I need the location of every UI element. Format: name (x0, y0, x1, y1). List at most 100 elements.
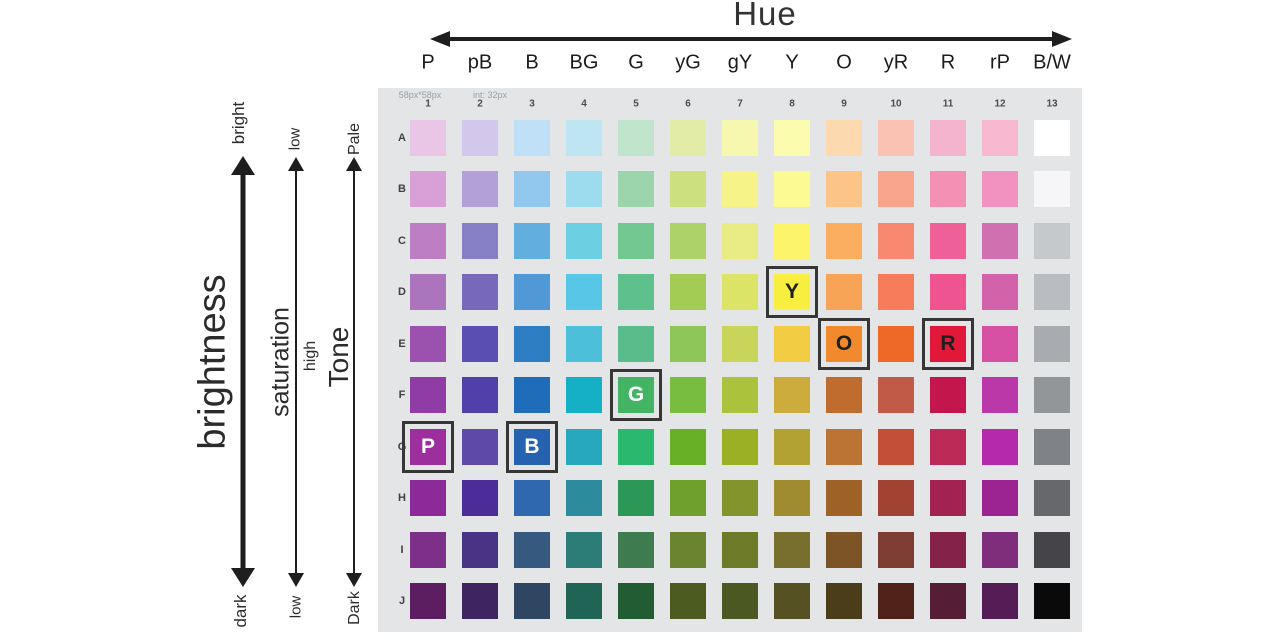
hue-column-label-yG: yG (675, 51, 701, 74)
column-number-10: 10 (890, 98, 902, 110)
highlight-letter-B: B (524, 434, 540, 458)
brightness-top-label: bright (229, 101, 248, 145)
swatch-C10 (878, 222, 914, 259)
swatch-F7 (722, 377, 758, 414)
swatch-C12 (982, 222, 1018, 259)
swatch-F8 (774, 377, 810, 414)
swatch-I9 (826, 531, 862, 568)
highlighted-swatch-P: P (402, 420, 454, 473)
swatch-F5 (618, 377, 654, 414)
brightness-double-arrow (230, 156, 256, 587)
column-number-8: 8 (789, 98, 795, 110)
hue-column-label-B: B (525, 51, 539, 74)
swatch-I8 (774, 531, 810, 568)
swatch-J4 (566, 583, 602, 620)
swatch-C7 (722, 222, 758, 259)
swatch-B8 (774, 171, 810, 208)
swatch-D10 (878, 274, 914, 311)
column-number-13: 13 (1046, 98, 1058, 110)
swatch-E2 (462, 325, 498, 362)
swatch-H11 (930, 480, 966, 517)
swatch-B12 (982, 171, 1018, 208)
swatch-H13 (1034, 480, 1070, 517)
highlighted-swatch-Y: Y (766, 266, 818, 319)
brightness-arrow-shaft (240, 168, 246, 575)
column-number-2: 2 (477, 98, 483, 110)
swatch-I1 (410, 531, 446, 568)
row-letter-F: F (398, 389, 406, 402)
swatch-J5 (618, 583, 654, 620)
swatch-C8 (774, 222, 810, 259)
swatch-G8 (774, 428, 810, 465)
swatch-I12 (982, 531, 1018, 568)
swatch-A4 (566, 120, 602, 156)
swatch-G12 (982, 428, 1018, 465)
row-letter-D: D (398, 286, 406, 299)
swatch-C9 (826, 222, 862, 259)
swatch-E10 (878, 325, 914, 362)
swatch-A5 (618, 120, 654, 156)
swatch-A1 (410, 120, 446, 156)
swatch-B4 (566, 171, 602, 208)
row-letter-I: I (400, 543, 404, 556)
swatch-G11 (930, 428, 966, 465)
swatch-J12 (982, 583, 1018, 620)
swatch-E9 (826, 325, 862, 362)
swatch-D5 (618, 274, 654, 311)
swatch-D1 (410, 274, 446, 311)
hue-column-label-P: P (421, 51, 435, 74)
swatch-A7 (722, 120, 758, 156)
saturation-arrow-shaft (295, 169, 297, 575)
swatch-D2 (462, 274, 498, 311)
swatch-F6 (670, 377, 706, 414)
hue-column-label-Y: Y (785, 51, 799, 74)
column-number-11: 11 (942, 98, 954, 110)
swatch-I4 (566, 531, 602, 568)
swatch-F2 (462, 377, 498, 414)
swatch-J10 (878, 583, 914, 620)
swatch-E12 (982, 325, 1018, 362)
swatch-G10 (878, 428, 914, 465)
swatch-B2 (462, 171, 498, 208)
row-letter-H: H (398, 492, 406, 505)
swatch-J8 (774, 583, 810, 620)
hue-column-label-BG: BG (569, 51, 599, 74)
swatch-H7 (722, 480, 758, 517)
row-letter-A: A (398, 132, 406, 144)
swatch-J3 (514, 583, 550, 620)
swatch-A12 (982, 120, 1018, 156)
highlight-letter-Y: Y (784, 280, 800, 304)
column-number-5: 5 (633, 98, 639, 110)
swatch-E8 (774, 325, 810, 362)
brightness-axis-label: brightness (191, 274, 234, 450)
swatch-H4 (566, 480, 602, 517)
hue-column-label-B-W: B/W (1033, 51, 1071, 74)
swatch-F13 (1034, 377, 1070, 414)
swatch-G6 (670, 428, 706, 465)
swatch-B10 (878, 171, 914, 208)
swatch-E1 (410, 325, 446, 362)
swatch-B6 (670, 171, 706, 208)
swatch-C11 (930, 222, 966, 259)
hue-column-label-gY: gY (727, 51, 753, 74)
swatch-G5 (618, 428, 654, 465)
swatch-E13 (1034, 325, 1070, 362)
swatch-C2 (462, 222, 498, 259)
tone-bottom-label: Dark (346, 591, 363, 625)
swatch-I5 (618, 531, 654, 568)
swatch-J7 (722, 583, 758, 620)
swatch-C5 (618, 222, 654, 259)
highlighted-swatch-O: O (818, 317, 870, 370)
swatch-H8 (774, 480, 810, 517)
swatch-I6 (670, 531, 706, 568)
swatch-D6 (670, 274, 706, 311)
swatch-I10 (878, 531, 914, 568)
swatch-E3 (514, 325, 550, 362)
swatch-J2 (462, 583, 498, 620)
hue-arrow-shaft (448, 37, 1054, 41)
highlighted-swatch-G: G (610, 369, 662, 422)
cell-size-note: 58px*58px (398, 90, 442, 100)
column-number-12: 12 (994, 98, 1006, 110)
swatch-E5 (618, 325, 654, 362)
